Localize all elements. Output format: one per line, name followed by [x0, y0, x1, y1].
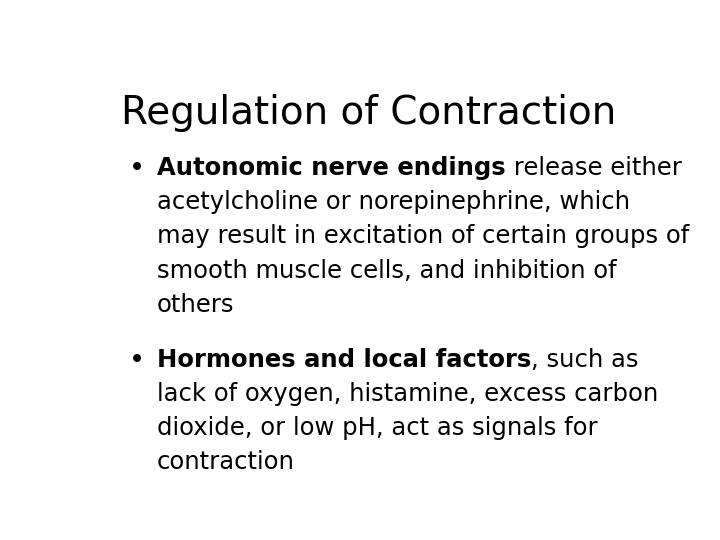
Text: contraction: contraction: [157, 450, 294, 474]
Text: , such as: , such as: [531, 348, 639, 372]
Text: Autonomic nerve endings: Autonomic nerve endings: [157, 156, 505, 180]
Text: Hormones and local factors: Hormones and local factors: [157, 348, 531, 372]
Text: •: •: [129, 348, 145, 374]
Text: lack of oxygen, histamine, excess carbon: lack of oxygen, histamine, excess carbon: [157, 382, 658, 406]
Text: others: others: [157, 293, 235, 316]
Text: release either: release either: [505, 156, 681, 180]
Text: dioxide, or low pH, act as signals for: dioxide, or low pH, act as signals for: [157, 416, 598, 440]
Text: •: •: [129, 156, 145, 183]
Text: may result in excitation of certain groups of: may result in excitation of certain grou…: [157, 225, 689, 248]
Text: Regulation of Contraction: Regulation of Contraction: [122, 94, 616, 132]
Text: acetylcholine or norepinephrine, which: acetylcholine or norepinephrine, which: [157, 191, 630, 214]
Text: smooth muscle cells, and inhibition of: smooth muscle cells, and inhibition of: [157, 259, 616, 282]
